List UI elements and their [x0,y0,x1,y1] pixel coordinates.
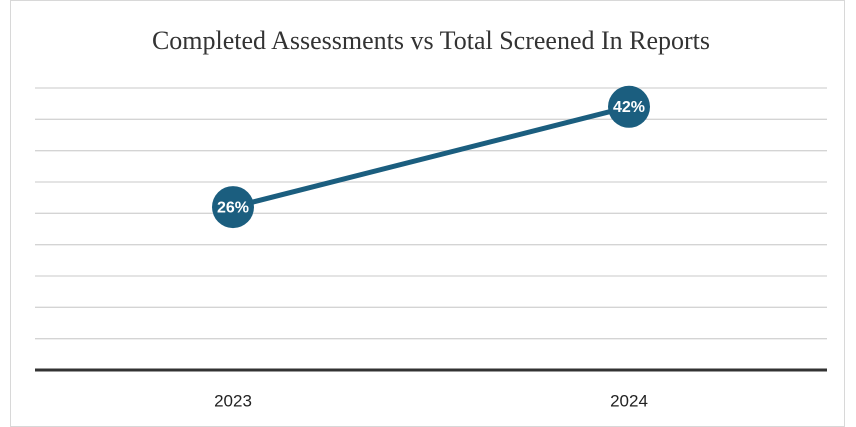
point [212,186,254,229]
line [232,104,630,210]
chart-title: Completed Assessments vs Total Screened … [152,26,710,55]
data-label: 42% [613,99,645,116]
x-tick-label: 2023 [214,391,252,410]
point [608,85,650,128]
data-label: 26% [217,199,249,216]
x-tick-label: 2024 [610,391,648,410]
